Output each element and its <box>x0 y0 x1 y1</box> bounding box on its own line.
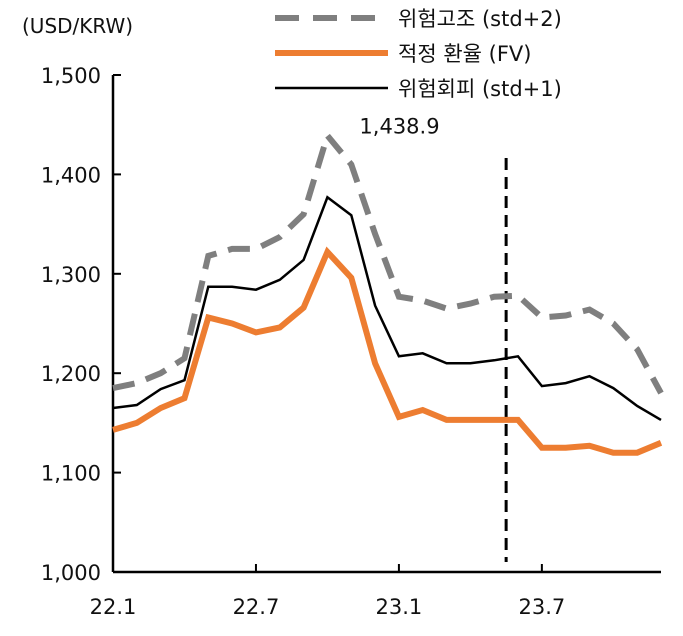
y-tick-label: 1,400 <box>41 163 101 187</box>
axes: 1,000 1,100 1,200 1,300 1,400 1,500 22.1 22.7 23… <box>41 64 661 619</box>
y-tick-label: 1,100 <box>41 462 101 486</box>
x-tick-label: 22.7 <box>233 595 280 619</box>
series-line-2 <box>112 195 662 421</box>
annotations: 1,438.9 <box>359 115 439 139</box>
y-tick-label: 1,300 <box>41 263 101 287</box>
series-line-0 <box>112 129 664 395</box>
y-tick-label: 1,200 <box>41 362 101 386</box>
y-tick-label: 1,500 <box>41 64 101 88</box>
series-lines <box>112 129 664 456</box>
x-tick-label: 22.1 <box>90 595 137 619</box>
legend: 위험고조 (std+2) 적정 환율 (FV) 위험회피 (std+1) <box>275 7 562 101</box>
legend-label-0: 위험고조 (std+2) <box>398 7 562 31</box>
x-tick-label: 23.1 <box>376 595 423 619</box>
legend-label-1: 적정 환율 (FV) <box>398 42 531 66</box>
series-line-1 <box>112 246 663 456</box>
legend-label-2: 위험회피 (std+1) <box>398 77 562 101</box>
y-tick-label: 1,000 <box>41 561 101 585</box>
peak-value-annotation: 1,438.9 <box>359 115 439 139</box>
y-unit-label: (USD/KRW) <box>22 14 133 38</box>
x-tick-label: 23.7 <box>518 595 565 619</box>
